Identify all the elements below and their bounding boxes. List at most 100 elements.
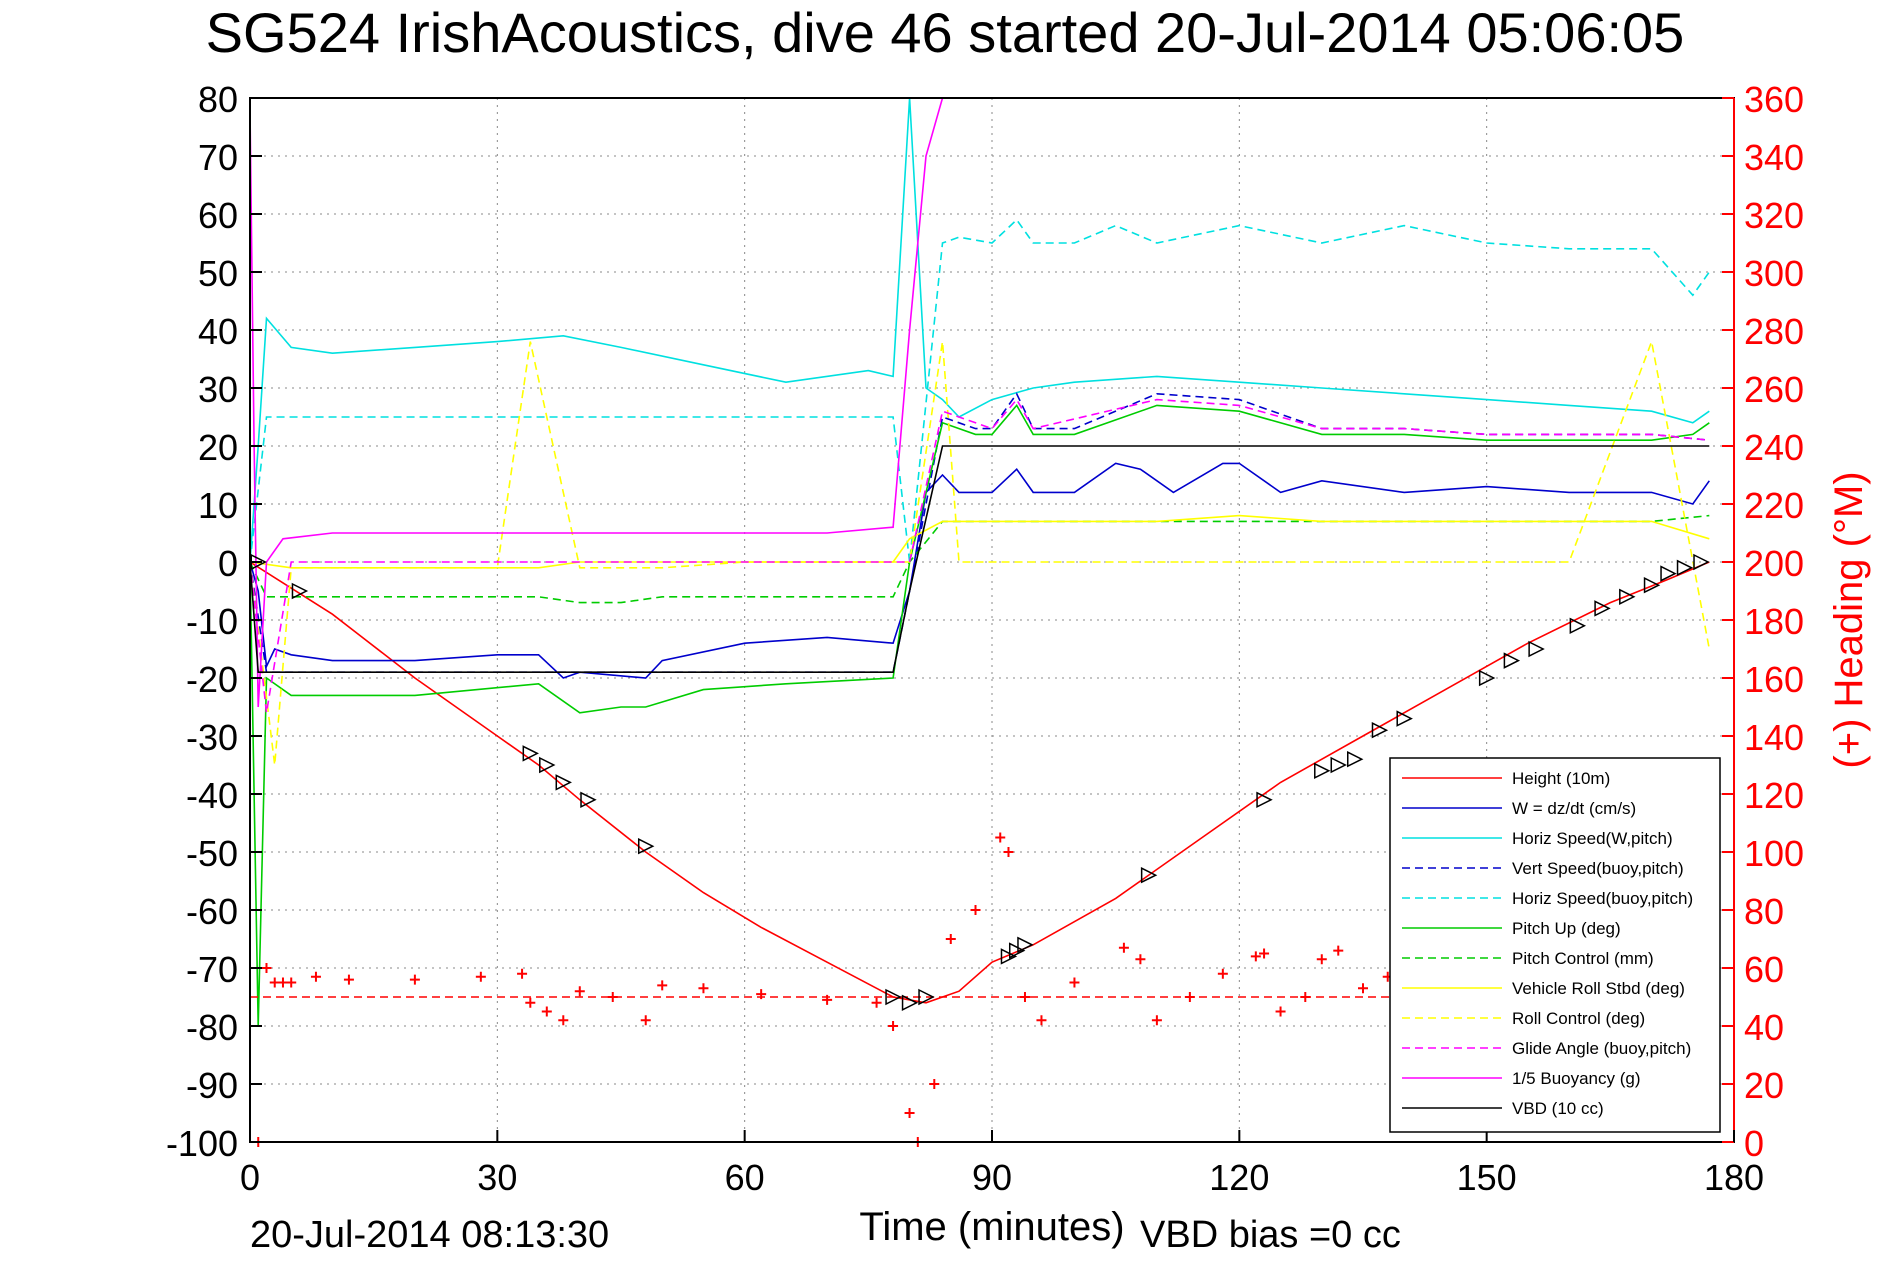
right-y-tick-label: 360 — [1744, 79, 1804, 120]
legend-box — [1389, 757, 1721, 1133]
legend-label: Vehicle Roll Stbd (deg) — [1512, 979, 1685, 998]
series-horiz-speed-buoy-pitch — [249, 218, 1710, 563]
heading-point — [904, 1108, 915, 1118]
legend: Height (10m) W = dz/dt (cm/s) Horiz Speed(… — [1389, 757, 1721, 1133]
triangle-marker — [555, 774, 572, 791]
triangle-marker — [1140, 866, 1158, 884]
heading-point — [517, 968, 528, 979]
heading-point — [871, 997, 882, 1008]
right-y-tick-label: 240 — [1744, 427, 1804, 468]
x-tick-label: 180 — [1704, 1157, 1764, 1198]
legend-label: W = dz/dt (cm/s) — [1512, 799, 1636, 818]
heading-point — [310, 971, 321, 982]
y-tick-label: -90 — [186, 1065, 238, 1106]
x-tick-label: 60 — [725, 1157, 765, 1198]
triangle-marker — [1643, 576, 1661, 594]
series-line — [249, 398, 1710, 713]
heading-point — [1135, 954, 1146, 965]
triangle-marker — [1660, 565, 1677, 582]
triangle-marker — [1256, 791, 1273, 809]
y-tick-label: 0 — [218, 543, 238, 584]
right-y-tick-label: 220 — [1744, 485, 1804, 526]
triangle-marker — [1528, 640, 1545, 658]
x-axis-label: Time (minutes) — [859, 1205, 1124, 1249]
heading-point — [261, 963, 272, 973]
y-tick-label: -80 — [186, 1007, 238, 1048]
heading-point — [1118, 942, 1129, 953]
triangle-marker — [1676, 559, 1694, 577]
y-tick-label: -70 — [186, 949, 238, 990]
y-tick-label: 20 — [198, 427, 238, 468]
legend-label: Horiz Speed(W,pitch) — [1512, 829, 1673, 848]
vbd-bias: VBD bias =0 cc — [1140, 1214, 1401, 1256]
series-roll-control-deg — [249, 338, 1711, 766]
series-vehicle-roll-stbd-deg — [249, 514, 1710, 569]
y-tick-label: 10 — [198, 485, 238, 526]
triangle-marker — [1347, 750, 1364, 768]
right-y-tick-label: 140 — [1744, 717, 1804, 758]
legend-label: Pitch Up (deg) — [1512, 919, 1621, 938]
y-tick-label: 50 — [198, 253, 238, 294]
right-y-tick-label: 260 — [1744, 369, 1804, 410]
series-pitch-control-mm — [249, 514, 1710, 604]
heading-point — [1250, 951, 1261, 962]
series-line — [249, 462, 1710, 679]
right-y-tick-label: 160 — [1744, 659, 1804, 700]
right-y-axis: 3603403203002802602402202001801601401201… — [1722, 79, 1804, 1164]
x-tick-label: 120 — [1209, 1157, 1269, 1198]
heading-point — [929, 1079, 940, 1089]
heading-point — [1316, 954, 1327, 965]
legend-label: VBD (10 cc) — [1512, 1099, 1604, 1118]
y-tick-label: -100 — [166, 1123, 238, 1164]
series-layer — [249, 97, 1711, 1147]
x-axis: 0 30 60 90 120 150 180 — [240, 1130, 1764, 1198]
triangle-marker — [291, 582, 309, 600]
triangle-marker — [1396, 710, 1413, 727]
legend-label: Vert Speed(buoy,pitch) — [1512, 859, 1684, 878]
heading-point — [888, 1021, 899, 1031]
heading-point — [1275, 1006, 1286, 1017]
legend-label: Horiz Speed(buoy,pitch) — [1512, 889, 1693, 908]
heading-point — [657, 980, 668, 991]
y-tick-label: -10 — [186, 601, 238, 642]
y-tick-label: -20 — [186, 659, 238, 700]
right-y-tick-label: 100 — [1744, 833, 1804, 874]
heading-point — [698, 983, 709, 994]
heading-point — [995, 832, 1006, 843]
legend-label: Pitch Control (mm) — [1512, 949, 1654, 968]
right-y-tick-label: 280 — [1744, 311, 1804, 352]
series-line — [249, 514, 1710, 569]
left-y-axis: 80 70 60 50 40 30 20 10 0 -10 -20 -30 -40 -50 -60 -70 -8… — [166, 79, 262, 1164]
triangle-marker — [637, 837, 655, 855]
heading-point — [475, 971, 486, 982]
x-tick-label: 150 — [1457, 1157, 1517, 1198]
series-horiz-speed-w-pitch — [249, 97, 1710, 563]
heading-point — [1333, 945, 1344, 956]
triangle-marker — [1000, 948, 1018, 965]
right-y-tick-label: 80 — [1744, 891, 1784, 932]
right-y-tick-label: 0 — [1744, 1123, 1764, 1164]
triangle-marker — [901, 994, 919, 1012]
triangle-marker — [1478, 669, 1496, 687]
triangle-marker — [918, 988, 935, 1006]
heading-point — [970, 905, 981, 915]
right-y-tick-label: 180 — [1744, 601, 1804, 642]
y-tick-label: -60 — [186, 891, 238, 932]
y-tick-label: -40 — [186, 775, 238, 816]
series-glide-angle-buoy-pitch — [249, 398, 1710, 713]
triangle-marker — [1619, 588, 1636, 606]
right-y-tick-label: 340 — [1744, 137, 1804, 178]
triangle-marker — [1503, 652, 1521, 669]
right-y-tick-label: 200 — [1744, 543, 1804, 584]
series-line — [249, 97, 944, 708]
y-tick-label: 60 — [198, 195, 238, 236]
x-tick-label: 30 — [477, 1157, 517, 1198]
right-y-tick-label: 40 — [1744, 1007, 1784, 1048]
series-line — [249, 97, 1710, 563]
heading-point — [286, 977, 297, 988]
legend-label: Height (10m) — [1512, 769, 1610, 788]
y-tick-label: 80 — [198, 79, 238, 120]
heading-point — [574, 986, 585, 997]
series-1-5-buoyancy-g — [249, 97, 944, 708]
